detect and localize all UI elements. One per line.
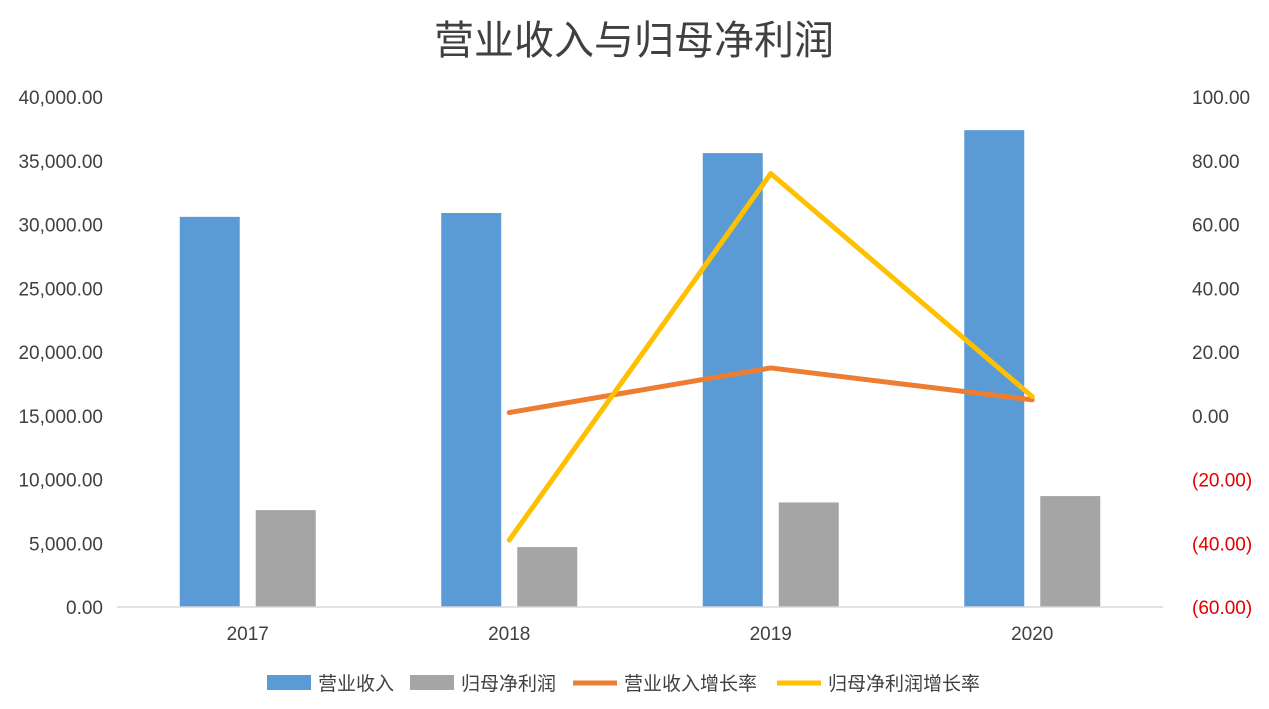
- left-tick-label: 5,000.00: [29, 534, 103, 555]
- left-axis: 0.00 5,000.00 10,000.00 15,000.00 20,000.00 2…: [18, 88, 103, 619]
- right-axis: (60.00) (40.00) (20.00) 0.00 20.00 40.00 60.00…: [1192, 88, 1252, 619]
- right-tick-label: 0.00: [1192, 407, 1229, 428]
- x-tick-label: 2018: [488, 624, 530, 645]
- left-tick-label: 35,000.00: [18, 152, 103, 173]
- x-axis: 2017 2018 2019 2020: [227, 624, 1054, 645]
- right-tick-label: 60.00: [1192, 216, 1240, 237]
- right-tick-label: 40.00: [1192, 279, 1240, 300]
- right-tick-label: (40.00): [1192, 534, 1252, 555]
- x-tick-label: 2020: [1011, 624, 1053, 645]
- x-tick-label: 2017: [227, 624, 269, 645]
- legend-label: 营业收入: [318, 673, 394, 695]
- left-tick-label: 40,000.00: [18, 88, 103, 109]
- bar-net-profit-2020: [1040, 496, 1101, 607]
- legend: 营业收入 归母净利润 营业收入增长率 归母净利润增长率: [267, 673, 980, 695]
- revenue-growth-line: [506, 365, 1035, 416]
- left-tick-label: 10,000.00: [18, 471, 103, 492]
- right-tick-label: 100.00: [1192, 88, 1250, 109]
- chart-title: 营业收入与归母净利润: [434, 18, 834, 64]
- x-tick-label: 2019: [750, 624, 792, 645]
- bar-revenue-2017: [179, 216, 240, 607]
- legend-label: 归母净利润增长率: [828, 673, 980, 695]
- bar-series: [179, 130, 1101, 607]
- left-tick-label: 15,000.00: [18, 407, 103, 428]
- bar-net-profit-2017: [255, 510, 316, 607]
- bar-net-profit-2019: [778, 502, 839, 607]
- legend-swatch: [410, 675, 454, 690]
- right-tick-label: (60.00): [1192, 598, 1252, 619]
- bar-revenue-2018: [441, 213, 502, 607]
- net-profit-growth-line: [506, 171, 1035, 543]
- legend-swatch: [267, 675, 311, 690]
- left-tick-label: 20,000.00: [18, 343, 103, 364]
- right-tick-label: (20.00): [1192, 471, 1252, 492]
- right-tick-label: 20.00: [1192, 343, 1240, 364]
- right-tick-label: 80.00: [1192, 152, 1240, 173]
- bar-net-profit-2018: [517, 547, 578, 607]
- left-tick-label: 0.00: [66, 598, 103, 619]
- line-series: [506, 171, 1035, 543]
- left-tick-label: 30,000.00: [18, 216, 103, 237]
- legend-label: 归母净利润: [461, 673, 556, 695]
- left-tick-label: 25,000.00: [18, 279, 103, 300]
- bar-revenue-2020: [964, 130, 1025, 607]
- legend-label: 营业收入增长率: [624, 673, 757, 695]
